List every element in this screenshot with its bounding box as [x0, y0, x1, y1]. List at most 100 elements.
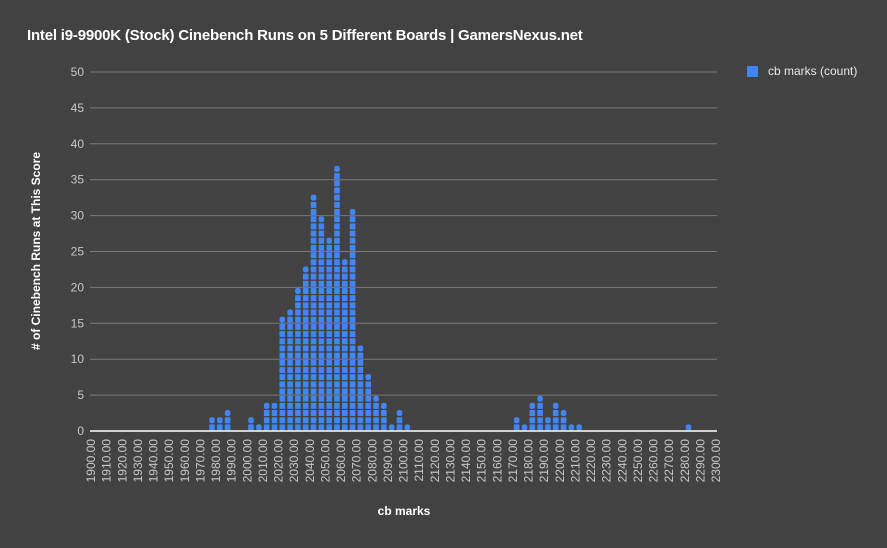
- x-tick-label: 2150.00: [475, 439, 489, 483]
- bar-unit: [302, 295, 309, 302]
- histogram-bar[interactable]: [217, 417, 223, 431]
- bar-unit: [271, 424, 278, 431]
- histogram-bar[interactable]: [373, 395, 379, 431]
- histogram-bar[interactable]: [529, 402, 536, 431]
- bar-unit: [310, 288, 317, 294]
- bar-unit: [357, 410, 364, 417]
- bar-unit: [349, 259, 356, 266]
- bar-unit: [318, 280, 325, 287]
- bar-unit: [381, 410, 387, 417]
- bar-unit: [560, 417, 567, 424]
- histogram-bar[interactable]: [256, 424, 262, 431]
- histogram-bar[interactable]: [224, 410, 231, 431]
- bar-unit: [287, 316, 293, 323]
- x-tick-label: 1990.00: [225, 439, 239, 483]
- histogram-bar[interactable]: [381, 402, 387, 431]
- bar-unit: [310, 366, 317, 373]
- histogram-bar[interactable]: [513, 417, 520, 431]
- bar-unit: [318, 359, 325, 366]
- histogram-bar[interactable]: [263, 402, 270, 431]
- histogram-bar[interactable]: [302, 266, 309, 431]
- bar-unit: [334, 216, 340, 223]
- x-tick-label: 2130.00: [443, 439, 457, 483]
- bar-unit: [295, 323, 301, 330]
- histogram-bar[interactable]: [357, 345, 364, 431]
- bar-unit: [326, 381, 332, 388]
- bar-unit: [318, 331, 325, 338]
- bar-unit: [287, 395, 293, 402]
- histogram-bar[interactable]: [576, 424, 582, 431]
- bar-unit: [279, 381, 286, 388]
- bar-unit: [318, 216, 325, 223]
- bar-unit: [302, 288, 309, 294]
- bar-unit: [287, 366, 293, 373]
- bar-unit: [357, 417, 364, 424]
- histogram-bar[interactable]: [248, 417, 254, 431]
- bar-unit: [334, 266, 340, 273]
- bar-unit: [279, 316, 286, 323]
- bar-unit: [521, 424, 528, 431]
- bar-unit: [310, 194, 317, 201]
- histogram-bar[interactable]: [318, 216, 325, 431]
- bar-unit: [334, 410, 340, 417]
- bar-unit: [295, 374, 301, 381]
- bar-unit: [279, 352, 286, 359]
- bar-unit: [349, 309, 356, 316]
- histogram-bar[interactable]: [209, 417, 215, 431]
- bar-unit: [342, 338, 348, 345]
- bar-unit: [334, 388, 340, 395]
- bar-unit: [334, 345, 340, 352]
- bar-unit: [224, 424, 231, 431]
- histogram-bar[interactable]: [560, 410, 567, 431]
- bar-unit: [342, 374, 348, 381]
- histogram-bar[interactable]: [552, 402, 559, 431]
- bar-unit: [326, 237, 332, 244]
- bar-unit: [334, 280, 340, 287]
- histogram-bar[interactable]: [568, 424, 575, 431]
- bar-unit: [334, 244, 340, 251]
- y-tick-label: 45: [71, 101, 85, 115]
- x-tick-label: 2090.00: [381, 439, 395, 483]
- histogram-bar[interactable]: [310, 194, 317, 431]
- histogram-bar[interactable]: [404, 424, 411, 431]
- bar-unit: [302, 302, 309, 309]
- bar-unit: [334, 359, 340, 366]
- histogram-bar[interactable]: [521, 424, 528, 431]
- y-tick-label: 25: [71, 245, 85, 259]
- histogram-bar[interactable]: [287, 309, 293, 431]
- bar-unit: [349, 237, 356, 244]
- histogram-bar[interactable]: [396, 410, 403, 431]
- histogram-bar[interactable]: [279, 316, 286, 431]
- bar-unit: [287, 323, 293, 330]
- bar-unit: [279, 410, 286, 417]
- histogram-bar[interactable]: [537, 395, 543, 431]
- bar-unit: [295, 359, 301, 366]
- bar-unit: [357, 366, 364, 373]
- bar-unit: [349, 230, 356, 237]
- bar-unit: [342, 302, 348, 309]
- bar-unit: [334, 252, 340, 259]
- bar-unit: [334, 309, 340, 316]
- bar-unit: [349, 410, 356, 417]
- legend[interactable]: cb marks (count): [747, 64, 857, 78]
- histogram-bar[interactable]: [545, 417, 551, 431]
- histogram-bar[interactable]: [342, 259, 348, 431]
- bar-unit: [302, 366, 309, 373]
- histogram-bar[interactable]: [326, 237, 332, 431]
- histogram-bar[interactable]: [334, 165, 340, 431]
- histogram-bar[interactable]: [295, 288, 301, 431]
- histogram-bar[interactable]: [271, 402, 278, 431]
- histogram-bar[interactable]: [349, 209, 356, 431]
- bar-unit: [310, 237, 317, 244]
- bar-unit: [310, 295, 317, 302]
- histogram-bar[interactable]: [388, 424, 395, 431]
- histogram-bar[interactable]: [365, 374, 372, 431]
- bar-unit: [310, 345, 317, 352]
- bar-unit: [349, 244, 356, 251]
- histogram-bar[interactable]: [685, 424, 692, 431]
- bar-unit: [295, 288, 301, 294]
- bar-unit: [302, 388, 309, 395]
- bar-unit: [349, 288, 356, 294]
- bar-unit: [513, 417, 520, 424]
- x-tick-label: 2260.00: [647, 439, 661, 483]
